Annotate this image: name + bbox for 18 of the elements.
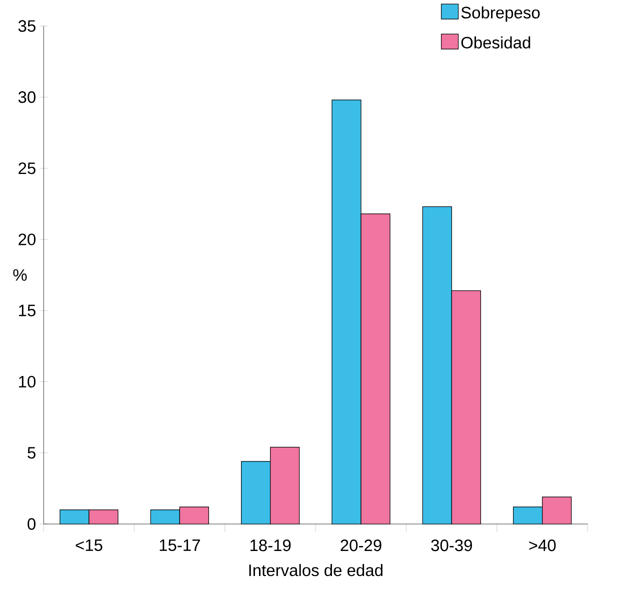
x-tick-label: 15-17 bbox=[160, 540, 200, 552]
x-tick-label: 18-19 bbox=[250, 540, 291, 552]
x-axis-title: Intervalos de edad bbox=[249, 564, 382, 576]
y-tick-label: 20 bbox=[18, 234, 36, 246]
y-axis-title: % bbox=[13, 269, 27, 281]
x-tick-label: >40 bbox=[529, 540, 556, 552]
y-tick-label: 10 bbox=[19, 376, 36, 388]
y-tick-label: 5 bbox=[28, 447, 36, 459]
y-tick-label: 15 bbox=[19, 304, 36, 316]
x-tick-label: 20-29 bbox=[340, 540, 382, 552]
y-tick-label: 30 bbox=[18, 91, 36, 103]
x-tick-label: <15 bbox=[76, 540, 102, 552]
legend-label: Obesidad bbox=[461, 36, 530, 48]
legend-label: Sobrepeso bbox=[461, 6, 540, 22]
y-tick-label: 0 bbox=[28, 518, 36, 530]
y-tick-label: 35 bbox=[18, 20, 36, 32]
x-tick-label: 30-39 bbox=[431, 540, 472, 552]
y-tick-label: 25 bbox=[18, 162, 36, 174]
